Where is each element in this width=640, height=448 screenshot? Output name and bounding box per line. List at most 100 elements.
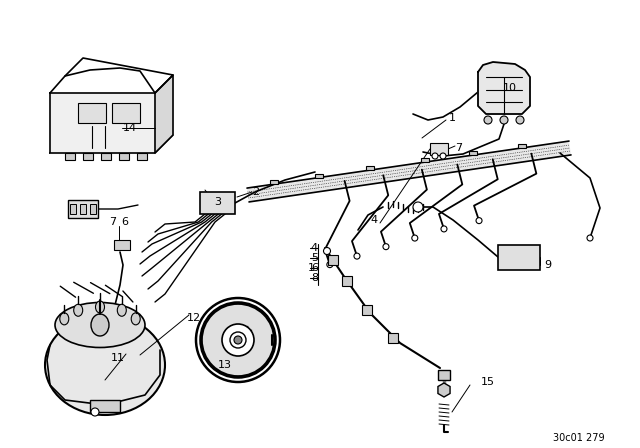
Text: 7: 7 [109,217,116,227]
Polygon shape [438,383,450,397]
Text: 30c01 279: 30c01 279 [554,433,605,443]
Ellipse shape [55,302,145,348]
Polygon shape [368,169,378,184]
Text: 12: 12 [187,313,201,323]
Polygon shape [481,153,490,168]
Polygon shape [432,160,442,175]
Polygon shape [465,155,474,170]
Circle shape [91,408,99,416]
Bar [112,103,140,123]
Bar [430,143,448,155]
Polygon shape [440,159,451,174]
Polygon shape [504,149,515,164]
Polygon shape [488,152,499,167]
Bar [114,240,130,250]
Circle shape [516,116,524,124]
Polygon shape [497,151,507,165]
Polygon shape [351,172,362,187]
Ellipse shape [45,315,165,415]
Circle shape [383,244,389,250]
Polygon shape [416,162,426,177]
Circle shape [476,218,482,224]
Ellipse shape [60,313,68,325]
Bar [137,153,147,160]
Text: 3: 3 [214,197,221,207]
Circle shape [484,116,492,124]
Text: 2: 2 [252,187,260,197]
Polygon shape [315,174,323,178]
Polygon shape [50,93,155,153]
Circle shape [222,324,254,356]
Bar [388,333,398,343]
Circle shape [354,253,360,259]
Ellipse shape [131,313,140,325]
Circle shape [440,153,446,159]
Circle shape [500,116,508,124]
Polygon shape [271,183,281,198]
Polygon shape [255,186,265,201]
Polygon shape [545,143,555,159]
Bar [68,200,98,218]
Polygon shape [376,168,386,183]
Circle shape [441,226,447,232]
Bar [70,204,76,214]
Polygon shape [270,180,278,184]
Text: 9: 9 [545,260,552,270]
Polygon shape [553,142,563,157]
Text: 1: 1 [308,263,315,273]
Polygon shape [400,164,410,180]
Polygon shape [518,144,525,148]
Polygon shape [366,166,374,170]
Polygon shape [421,158,429,162]
Polygon shape [469,151,477,155]
Polygon shape [456,156,467,172]
Polygon shape [295,180,305,195]
Text: 5: 5 [311,253,318,263]
Polygon shape [155,75,173,153]
Bar [200,192,235,214]
Ellipse shape [117,304,126,316]
Bar [438,370,450,380]
Text: 1: 1 [449,113,456,123]
Polygon shape [335,174,346,189]
Polygon shape [537,145,547,159]
Bar [90,400,120,412]
Circle shape [202,304,274,376]
Bar [78,103,106,123]
Text: 8: 8 [311,273,318,283]
Bar [90,204,96,214]
Polygon shape [344,173,354,188]
Polygon shape [312,177,321,193]
Bar [362,305,372,315]
Polygon shape [319,177,330,191]
Circle shape [327,262,333,267]
Polygon shape [513,148,523,163]
Text: 6: 6 [311,263,318,273]
Text: 6: 6 [122,217,129,227]
Bar [101,153,111,160]
Circle shape [587,235,593,241]
Polygon shape [279,182,289,197]
Circle shape [234,336,242,344]
Circle shape [413,202,423,212]
Polygon shape [263,185,273,199]
Polygon shape [392,166,402,181]
Polygon shape [478,62,530,114]
Polygon shape [328,175,337,190]
Polygon shape [529,146,539,161]
Bar [342,276,352,286]
Polygon shape [384,167,394,182]
Text: 4: 4 [311,243,318,253]
Polygon shape [408,164,418,178]
Polygon shape [561,141,571,156]
Text: 14: 14 [123,123,137,133]
Circle shape [323,247,330,254]
Bar [498,245,540,270]
Polygon shape [247,187,257,202]
Circle shape [196,298,280,382]
Bar [83,153,93,160]
Polygon shape [50,135,173,153]
Text: 15: 15 [481,377,495,387]
Bar [328,255,338,265]
Polygon shape [287,181,298,196]
